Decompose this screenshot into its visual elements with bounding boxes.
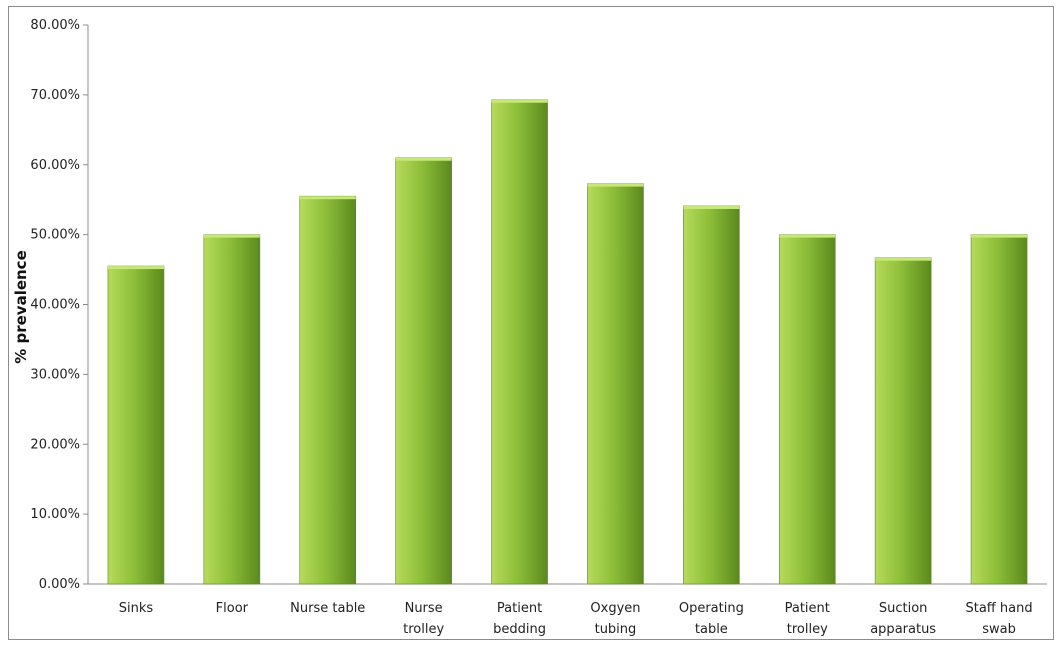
x-tick-label: bedding <box>493 622 546 637</box>
x-tick-label: Operating <box>679 601 744 616</box>
bar <box>683 205 740 585</box>
chart-frame: % prevalence 0.00% 10.00% 20.00% 30.00% 40.0… <box>8 6 1054 640</box>
y-tick-label: 50.00% <box>30 228 80 243</box>
x-tick-label: Staff hand <box>965 601 1032 616</box>
bar <box>874 257 932 585</box>
bars <box>107 99 1028 585</box>
x-tick-label: Suction <box>879 601 928 616</box>
bar-top-highlight <box>395 157 452 161</box>
bar-chart: % prevalence 0.00% 10.00% 20.00% 30.00% 40.0… <box>12 18 1047 637</box>
y-tick-label: 0.00% <box>39 577 80 592</box>
bar-top-highlight <box>299 196 356 200</box>
y-tick-label: 40.00% <box>30 298 80 313</box>
x-tick-label: Oxgyen <box>590 601 640 616</box>
bar-top-highlight <box>971 234 1028 238</box>
bar-top-highlight <box>875 257 932 261</box>
bar-top-highlight <box>203 234 260 238</box>
bar-top-highlight <box>587 183 644 187</box>
y-tick-label: 70.00% <box>30 88 80 103</box>
y-tick-labels: 0.00% 10.00% 20.00% 30.00% 40.00% 50.00% 60.00… <box>30 18 80 592</box>
y-axis-label: % prevalence <box>12 250 30 364</box>
bar <box>107 265 165 585</box>
x-tick-label: table <box>695 622 728 637</box>
bar <box>203 234 261 585</box>
x-tick-label: Patient <box>497 601 542 616</box>
bar <box>587 183 644 585</box>
bar <box>970 234 1028 585</box>
y-tick-label: 20.00% <box>30 437 80 452</box>
bar-top-highlight <box>491 99 548 103</box>
x-tick-label: apparatus <box>870 622 936 637</box>
bar-top-highlight <box>107 266 164 270</box>
y-tick-label: 60.00% <box>30 158 80 173</box>
x-tick-label: trolley <box>403 622 444 637</box>
bar <box>778 234 836 585</box>
y-tick-label: 30.00% <box>30 367 80 382</box>
y-tick-label: 80.00% <box>30 18 80 33</box>
bar <box>395 157 452 585</box>
y-tick-label: 10.00% <box>30 507 80 522</box>
x-tick-label: trolley <box>787 622 828 637</box>
x-tick-label: swab <box>982 622 1016 637</box>
bar <box>491 99 548 585</box>
x-tick-label: Sinks <box>119 601 154 616</box>
bar-top-highlight <box>779 234 836 238</box>
x-tick-label: Nurse table <box>290 601 365 616</box>
x-tick-label: Nurse <box>405 601 443 616</box>
x-tick-label: tubing <box>595 622 637 637</box>
x-tick-label: Floor <box>216 601 249 616</box>
x-tick-labels: Sinks Floor Nurse table Nurse trolley Patient… <box>119 601 1033 637</box>
x-tick-label: Patient <box>785 601 830 616</box>
bar <box>299 195 357 585</box>
bar-top-highlight <box>683 205 740 209</box>
